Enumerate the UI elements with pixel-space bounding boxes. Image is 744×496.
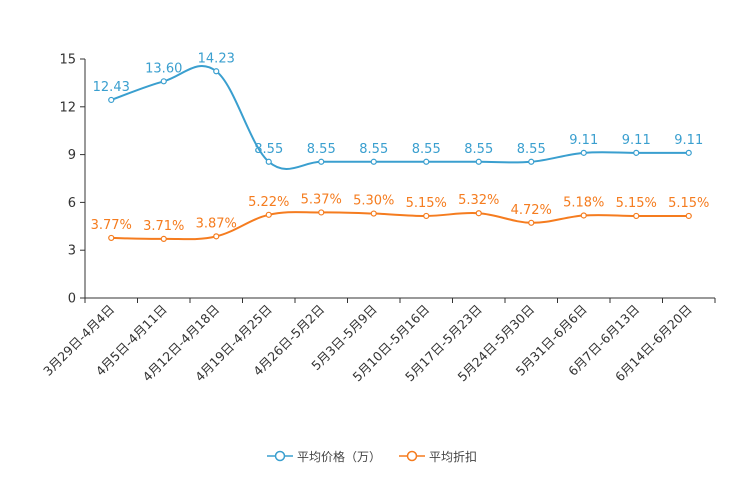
data-point[interactable]: [475, 210, 482, 217]
data-point[interactable]: [528, 219, 535, 226]
data-point[interactable]: [633, 149, 640, 156]
data-label: 5.22%: [248, 195, 289, 210]
y-tick-label: 12: [59, 100, 76, 115]
data-label: 8.55: [254, 142, 283, 157]
legend-line-circle-icon: [399, 450, 425, 462]
series-line-1: [111, 211, 689, 241]
y-tick-label: 0: [68, 292, 76, 307]
y-tick-label: 15: [59, 53, 76, 68]
data-label: 9.11: [674, 133, 703, 148]
data-label: 12.43: [93, 80, 130, 95]
data-label: 14.23: [198, 51, 235, 66]
data-label: 8.55: [412, 142, 441, 157]
data-label: 5.30%: [353, 194, 394, 209]
data-point[interactable]: [265, 158, 272, 165]
data-label: 8.55: [517, 142, 546, 157]
data-label: 5.18%: [563, 195, 604, 210]
data-point[interactable]: [528, 158, 535, 165]
legend-label-price: 平均价格（万）: [296, 449, 381, 464]
data-label: 8.55: [307, 142, 336, 157]
data-label: 5.15%: [616, 196, 657, 211]
data-label: 5.37%: [301, 192, 342, 207]
data-point[interactable]: [318, 158, 325, 165]
data-label: 9.11: [569, 133, 598, 148]
data-label: 5.15%: [668, 196, 709, 211]
legend-line-circle-icon: [266, 450, 293, 462]
data-point[interactable]: [108, 234, 115, 242]
data-label: 8.55: [464, 142, 493, 157]
legend: 平均价格（万） 平均折扣: [0, 444, 744, 468]
data-label: 8.55: [359, 142, 388, 157]
data-label: 9.11: [622, 133, 651, 148]
data-point[interactable]: [108, 96, 115, 104]
data-point[interactable]: [318, 209, 325, 216]
data-point[interactable]: [423, 158, 430, 165]
data-label: 13.60: [145, 61, 182, 76]
data-label: 4.72%: [511, 203, 552, 218]
y-tick-label: 9: [68, 148, 76, 163]
data-point[interactable]: [633, 212, 640, 220]
data-label: 3.87%: [196, 216, 237, 231]
data-label: 3.77%: [91, 218, 132, 233]
data-label: 5.32%: [458, 193, 499, 208]
data-point[interactable]: [265, 211, 272, 218]
y-tick-label: 6: [68, 196, 76, 211]
data-point[interactable]: [370, 158, 377, 165]
data-point[interactable]: [160, 235, 167, 242]
data-point[interactable]: [685, 149, 692, 156]
data-point[interactable]: [580, 149, 587, 156]
data-point[interactable]: [475, 158, 482, 165]
data-point[interactable]: [423, 212, 430, 220]
data-label: 3.71%: [143, 219, 184, 234]
legend-item-price[interactable]: 平均价格（万）: [266, 448, 381, 465]
data-point[interactable]: [370, 210, 377, 217]
data-point[interactable]: [580, 212, 587, 219]
data-point[interactable]: [685, 212, 692, 220]
legend-label-discount: 平均折扣: [429, 449, 478, 464]
data-point[interactable]: [160, 78, 167, 85]
y-tick-label: 3: [68, 244, 76, 259]
data-label: 5.15%: [406, 196, 447, 211]
series-line-0: [110, 65, 689, 171]
data-point[interactable]: [213, 233, 220, 240]
legend-item-discount[interactable]: 平均折扣: [399, 448, 477, 465]
data-point[interactable]: [213, 68, 220, 75]
